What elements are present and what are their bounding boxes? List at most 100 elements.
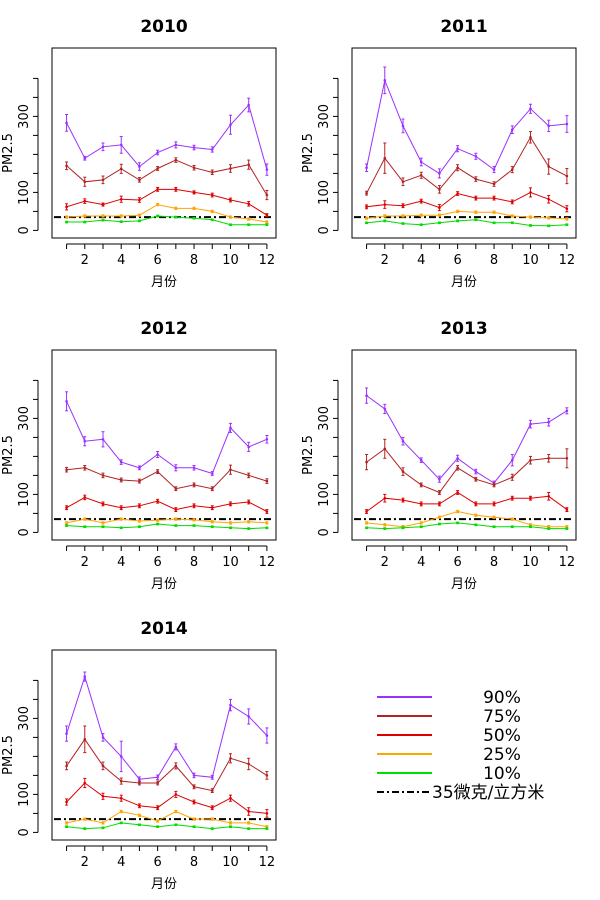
- data-point: [247, 827, 250, 830]
- data-point: [401, 222, 405, 225]
- data-point: [101, 736, 105, 739]
- series-90%: [365, 66, 569, 179]
- data-point: [101, 525, 105, 528]
- data-point: [65, 215, 68, 219]
- data-point: [156, 214, 159, 218]
- data-point: [101, 764, 105, 768]
- y-tick-label: 300: [317, 104, 332, 129]
- series-90%: [65, 97, 269, 176]
- series-line: [66, 822, 267, 830]
- data-point: [265, 213, 269, 217]
- series-line: [66, 674, 268, 780]
- data-point: [174, 207, 178, 210]
- legend-label: 25%: [483, 745, 521, 765]
- data-point: [565, 409, 569, 413]
- data-point: [565, 508, 569, 511]
- data-point: [101, 178, 105, 182]
- data-point: [156, 151, 159, 154]
- data-point: [65, 800, 68, 804]
- series-line: [366, 522, 567, 530]
- data-point: [265, 220, 269, 224]
- data-point: [192, 518, 196, 522]
- x-tick-label: 6: [453, 555, 461, 570]
- data-point: [138, 519, 141, 523]
- data-point: [229, 167, 232, 170]
- data-point: [510, 221, 514, 225]
- data-point: [83, 525, 87, 528]
- data-point: [192, 504, 196, 508]
- data-point: [510, 168, 514, 171]
- data-point: [547, 527, 550, 530]
- data-point: [529, 496, 532, 500]
- series-line: [66, 523, 267, 530]
- data-point: [192, 166, 196, 169]
- data-point: [192, 207, 196, 210]
- series-25%: [65, 809, 269, 829]
- data-point: [229, 502, 232, 506]
- data-point: [565, 122, 569, 126]
- data-point: [474, 514, 478, 517]
- data-point: [492, 221, 496, 225]
- data-point: [438, 213, 441, 217]
- data-point: [101, 218, 105, 222]
- data-point: [401, 214, 405, 218]
- data-point: [474, 218, 478, 222]
- data-point: [247, 715, 250, 718]
- plot-frame: [351, 47, 577, 239]
- data-point: [156, 203, 159, 206]
- data-point: [138, 804, 141, 808]
- panel-title: 2010: [140, 17, 187, 37]
- data-point: [119, 214, 123, 218]
- data-point: [265, 510, 269, 513]
- data-point: [83, 496, 87, 499]
- series-10%: [65, 821, 269, 830]
- data-point: [419, 199, 423, 203]
- data-point: [83, 466, 87, 470]
- data-point: [529, 422, 532, 426]
- series-10%: [65, 522, 269, 530]
- data-point: [119, 478, 123, 482]
- data-point: [547, 457, 550, 460]
- data-point: [138, 504, 141, 508]
- data-point: [438, 522, 441, 526]
- x-tick-label: 4: [117, 855, 125, 870]
- data-point: [247, 500, 250, 504]
- series-line: [66, 496, 268, 512]
- data-point: [474, 210, 478, 214]
- data-point: [492, 525, 496, 528]
- x-tick-label: 10: [222, 855, 239, 870]
- data-point: [83, 517, 87, 521]
- x-axis-title: 月份: [151, 275, 177, 290]
- data-point: [174, 143, 178, 147]
- series-line: [366, 219, 567, 227]
- series-50%: [365, 187, 569, 213]
- data-point: [119, 143, 123, 147]
- series-10%: [365, 521, 569, 530]
- data-point: [210, 806, 214, 809]
- data-point: [383, 523, 387, 527]
- data-point: [156, 825, 159, 828]
- x-axis-title: 月份: [151, 577, 177, 592]
- data-point: [210, 817, 214, 821]
- y-tick-label: 100: [317, 180, 332, 205]
- data-point: [265, 774, 269, 777]
- y-tick-label: 0: [317, 226, 332, 234]
- data-point: [101, 214, 105, 218]
- data-point: [83, 675, 87, 678]
- y-axis-title: PM2.5: [301, 133, 316, 173]
- data-point: [138, 165, 141, 168]
- data-point: [138, 777, 141, 781]
- data-point: [474, 523, 478, 527]
- data-point: [210, 487, 214, 491]
- data-point: [156, 522, 159, 526]
- x-tick-label: 6: [153, 555, 161, 570]
- data-point: [156, 167, 159, 170]
- data-point: [547, 495, 550, 498]
- data-point: [83, 199, 87, 203]
- data-point: [210, 148, 214, 151]
- data-point: [174, 487, 178, 491]
- data-point: [174, 158, 178, 162]
- data-point: [401, 439, 405, 443]
